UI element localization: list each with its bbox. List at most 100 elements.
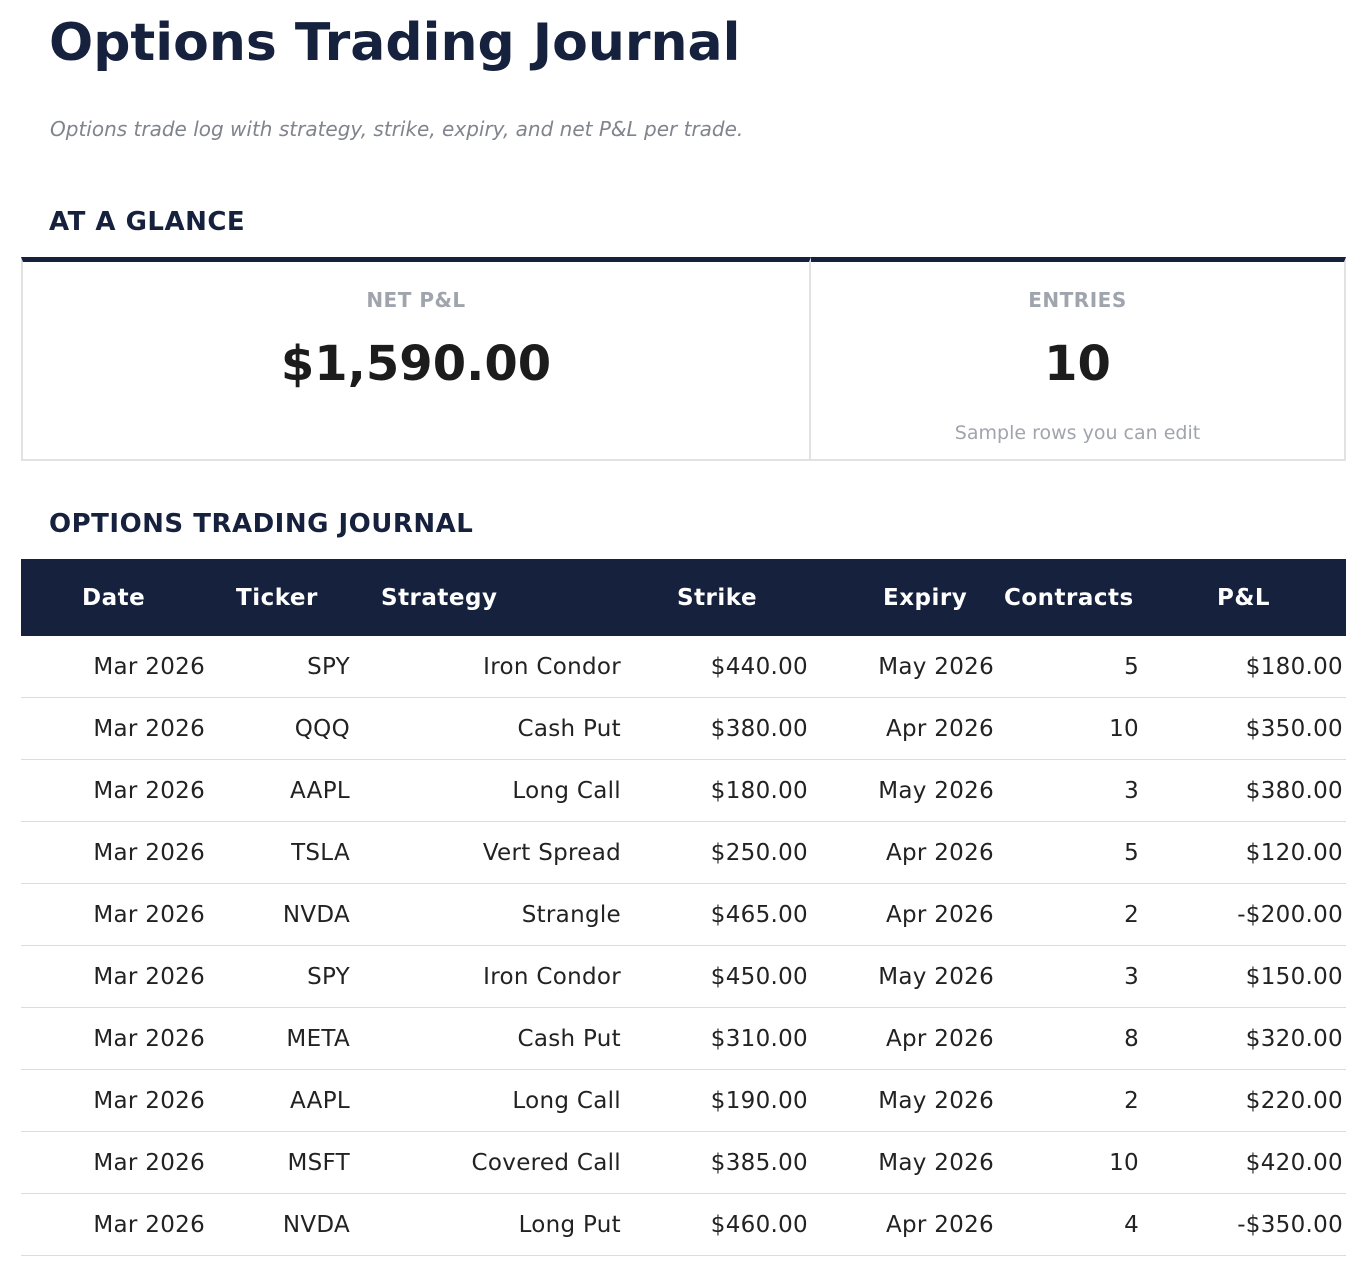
header-row: Date Ticker Strategy Strike Expiry Contracts P… (21, 559, 1346, 636)
table-cell: NVDA (215, 1193, 360, 1256)
table-cell: TSLA (215, 821, 360, 884)
table-cell: Apr 2026 (818, 1193, 1004, 1256)
table-row: Mar 2026 AAPL Long Call $190.00 May 2026 2 $22… (21, 1069, 1346, 1132)
table-cell: Covered Call (360, 1131, 631, 1194)
table-cell: Apr 2026 (818, 821, 1004, 884)
table-cell: $250.00 (631, 821, 818, 884)
card-value: $1,590.00 (280, 336, 552, 392)
table-row: Mar 2026 SPY Iron Condor $440.00 May 2026 5 $1… (21, 636, 1346, 698)
subtitle: Options trade log with strategy, strike,… (50, 117, 744, 141)
table-cell: QQQ (215, 697, 360, 760)
table-cell: MSFT (215, 1131, 360, 1194)
table-cell: May 2026 (818, 945, 1004, 1008)
table-cell: $320.00 (1149, 1007, 1346, 1070)
table-cell: Mar 2026 (21, 1069, 215, 1132)
table-cell: Mar 2026 (21, 945, 215, 1008)
table-cell: 10 (1004, 697, 1149, 760)
table-cell: 3 (1004, 945, 1149, 1008)
table-cell: Mar 2026 (21, 821, 215, 884)
table-cell: AAPL (215, 759, 360, 822)
table-cell: $180.00 (1149, 636, 1346, 698)
table-cell: 2 (1004, 883, 1149, 946)
table-cell: 5 (1004, 821, 1149, 884)
table-cell: Long Put (360, 1193, 631, 1256)
table-cell: 4 (1004, 1193, 1149, 1256)
table-cell: Mar 2026 (21, 1007, 215, 1070)
table-cell: $180.00 (631, 759, 818, 822)
table-cell: Apr 2026 (818, 883, 1004, 946)
card-note: Sample rows you can edit (954, 422, 1201, 444)
page-title: Options Trading Journal (49, 13, 741, 73)
table-cell: $420.00 (1149, 1131, 1346, 1194)
table-cell: SPY (215, 636, 360, 698)
table-cell: $380.00 (1149, 759, 1346, 822)
column-header: Expiry (818, 559, 1004, 636)
summary-cards: NET P&L $1,590.00 ENTRIES 10 Sample rows… (21, 257, 1346, 461)
table-body: Mar 2026 SPY Iron Condor $440.00 May 2026 5 $1… (21, 636, 1346, 1256)
table-cell: $150.00 (1149, 945, 1346, 1008)
table-cell: Strangle (360, 883, 631, 946)
column-header: P&L (1149, 559, 1346, 636)
table-cell: $220.00 (1149, 1069, 1346, 1132)
table-cell: $460.00 (631, 1193, 818, 1256)
table-row: Mar 2026 MSFT Covered Call $385.00 May 2026 1… (21, 1131, 1346, 1194)
table-cell: AAPL (215, 1069, 360, 1132)
table-cell: Mar 2026 (21, 883, 215, 946)
table-cell: 10 (1004, 1131, 1149, 1194)
summary-card: ENTRIES 10 Sample rows you can edit (811, 257, 1346, 461)
table-cell: May 2026 (818, 1131, 1004, 1194)
table-cell: Mar 2026 (21, 697, 215, 760)
table-row: Mar 2026 NVDA Long Put $460.00 Apr 2026 4 -$35… (21, 1193, 1346, 1256)
table-cell: Mar 2026 (21, 1131, 215, 1194)
table-cell: 2 (1004, 1069, 1149, 1132)
column-header: Date (21, 559, 215, 636)
table-cell: $310.00 (631, 1007, 818, 1070)
section-heading: AT A GLANCE (49, 207, 246, 237)
table-cell: $450.00 (631, 945, 818, 1008)
table-cell: NVDA (215, 883, 360, 946)
table-cell: May 2026 (818, 759, 1004, 822)
table-cell: $385.00 (631, 1131, 818, 1194)
table-cell: Cash Put (360, 1007, 631, 1070)
table-row: Mar 2026 TSLA Vert Spread $250.00 Apr 2026 5 $… (21, 821, 1346, 884)
table-cell: $465.00 (631, 883, 818, 946)
table-cell: $350.00 (1149, 697, 1346, 760)
table-row: Mar 2026 AAPL Long Call $180.00 May 2026 3 $38… (21, 759, 1346, 822)
table-cell: SPY (215, 945, 360, 1008)
table-cell: Apr 2026 (818, 1007, 1004, 1070)
table-cell: $380.00 (631, 697, 818, 760)
table-row: Mar 2026 SPY Iron Condor $450.00 May 2026 3 $1… (21, 945, 1346, 1008)
table-row: Mar 2026 QQQ Cash Put $380.00 Apr 2026 10 $350… (21, 697, 1346, 760)
summary-card: NET P&L $1,590.00 (21, 257, 811, 461)
table-cell: -$200.00 (1149, 883, 1346, 946)
table-cell: Vert Spread (360, 821, 631, 884)
card-value: 10 (1044, 336, 1111, 392)
table-cell: Long Call (360, 1069, 631, 1132)
table-row: Mar 2026 NVDA Strangle $465.00 Apr 2026 2 -$20… (21, 883, 1346, 946)
table-cell: 3 (1004, 759, 1149, 822)
table-cell: Mar 2026 (21, 636, 215, 698)
column-header: Ticker (215, 559, 360, 636)
table-cell: Cash Put (360, 697, 631, 760)
column-header: Contracts (1004, 559, 1149, 636)
table-cell: Iron Condor (360, 945, 631, 1008)
table-cell: Long Call (360, 759, 631, 822)
table-cell: 8 (1004, 1007, 1149, 1070)
table-cell: $440.00 (631, 636, 818, 698)
table-cell: -$350.00 (1149, 1193, 1346, 1256)
table-cell: Mar 2026 (21, 759, 215, 822)
trade-table: Date Ticker Strategy Strike Expiry Contracts P… (21, 559, 1346, 1256)
column-header: Strategy (360, 559, 631, 636)
table-cell: META (215, 1007, 360, 1070)
table-cell: $190.00 (631, 1069, 818, 1132)
table-cell: 5 (1004, 636, 1149, 698)
card-label: ENTRIES (1028, 288, 1127, 312)
table-cell: May 2026 (818, 636, 1004, 698)
table-cell: $120.00 (1149, 821, 1346, 884)
table-row: Mar 2026 META Cash Put $310.00 Apr 2026 8 $320… (21, 1007, 1346, 1070)
table-cell: Mar 2026 (21, 1193, 215, 1256)
column-header: Strike (631, 559, 818, 636)
table-cell: Iron Condor (360, 636, 631, 698)
table-cell: Apr 2026 (818, 697, 1004, 760)
